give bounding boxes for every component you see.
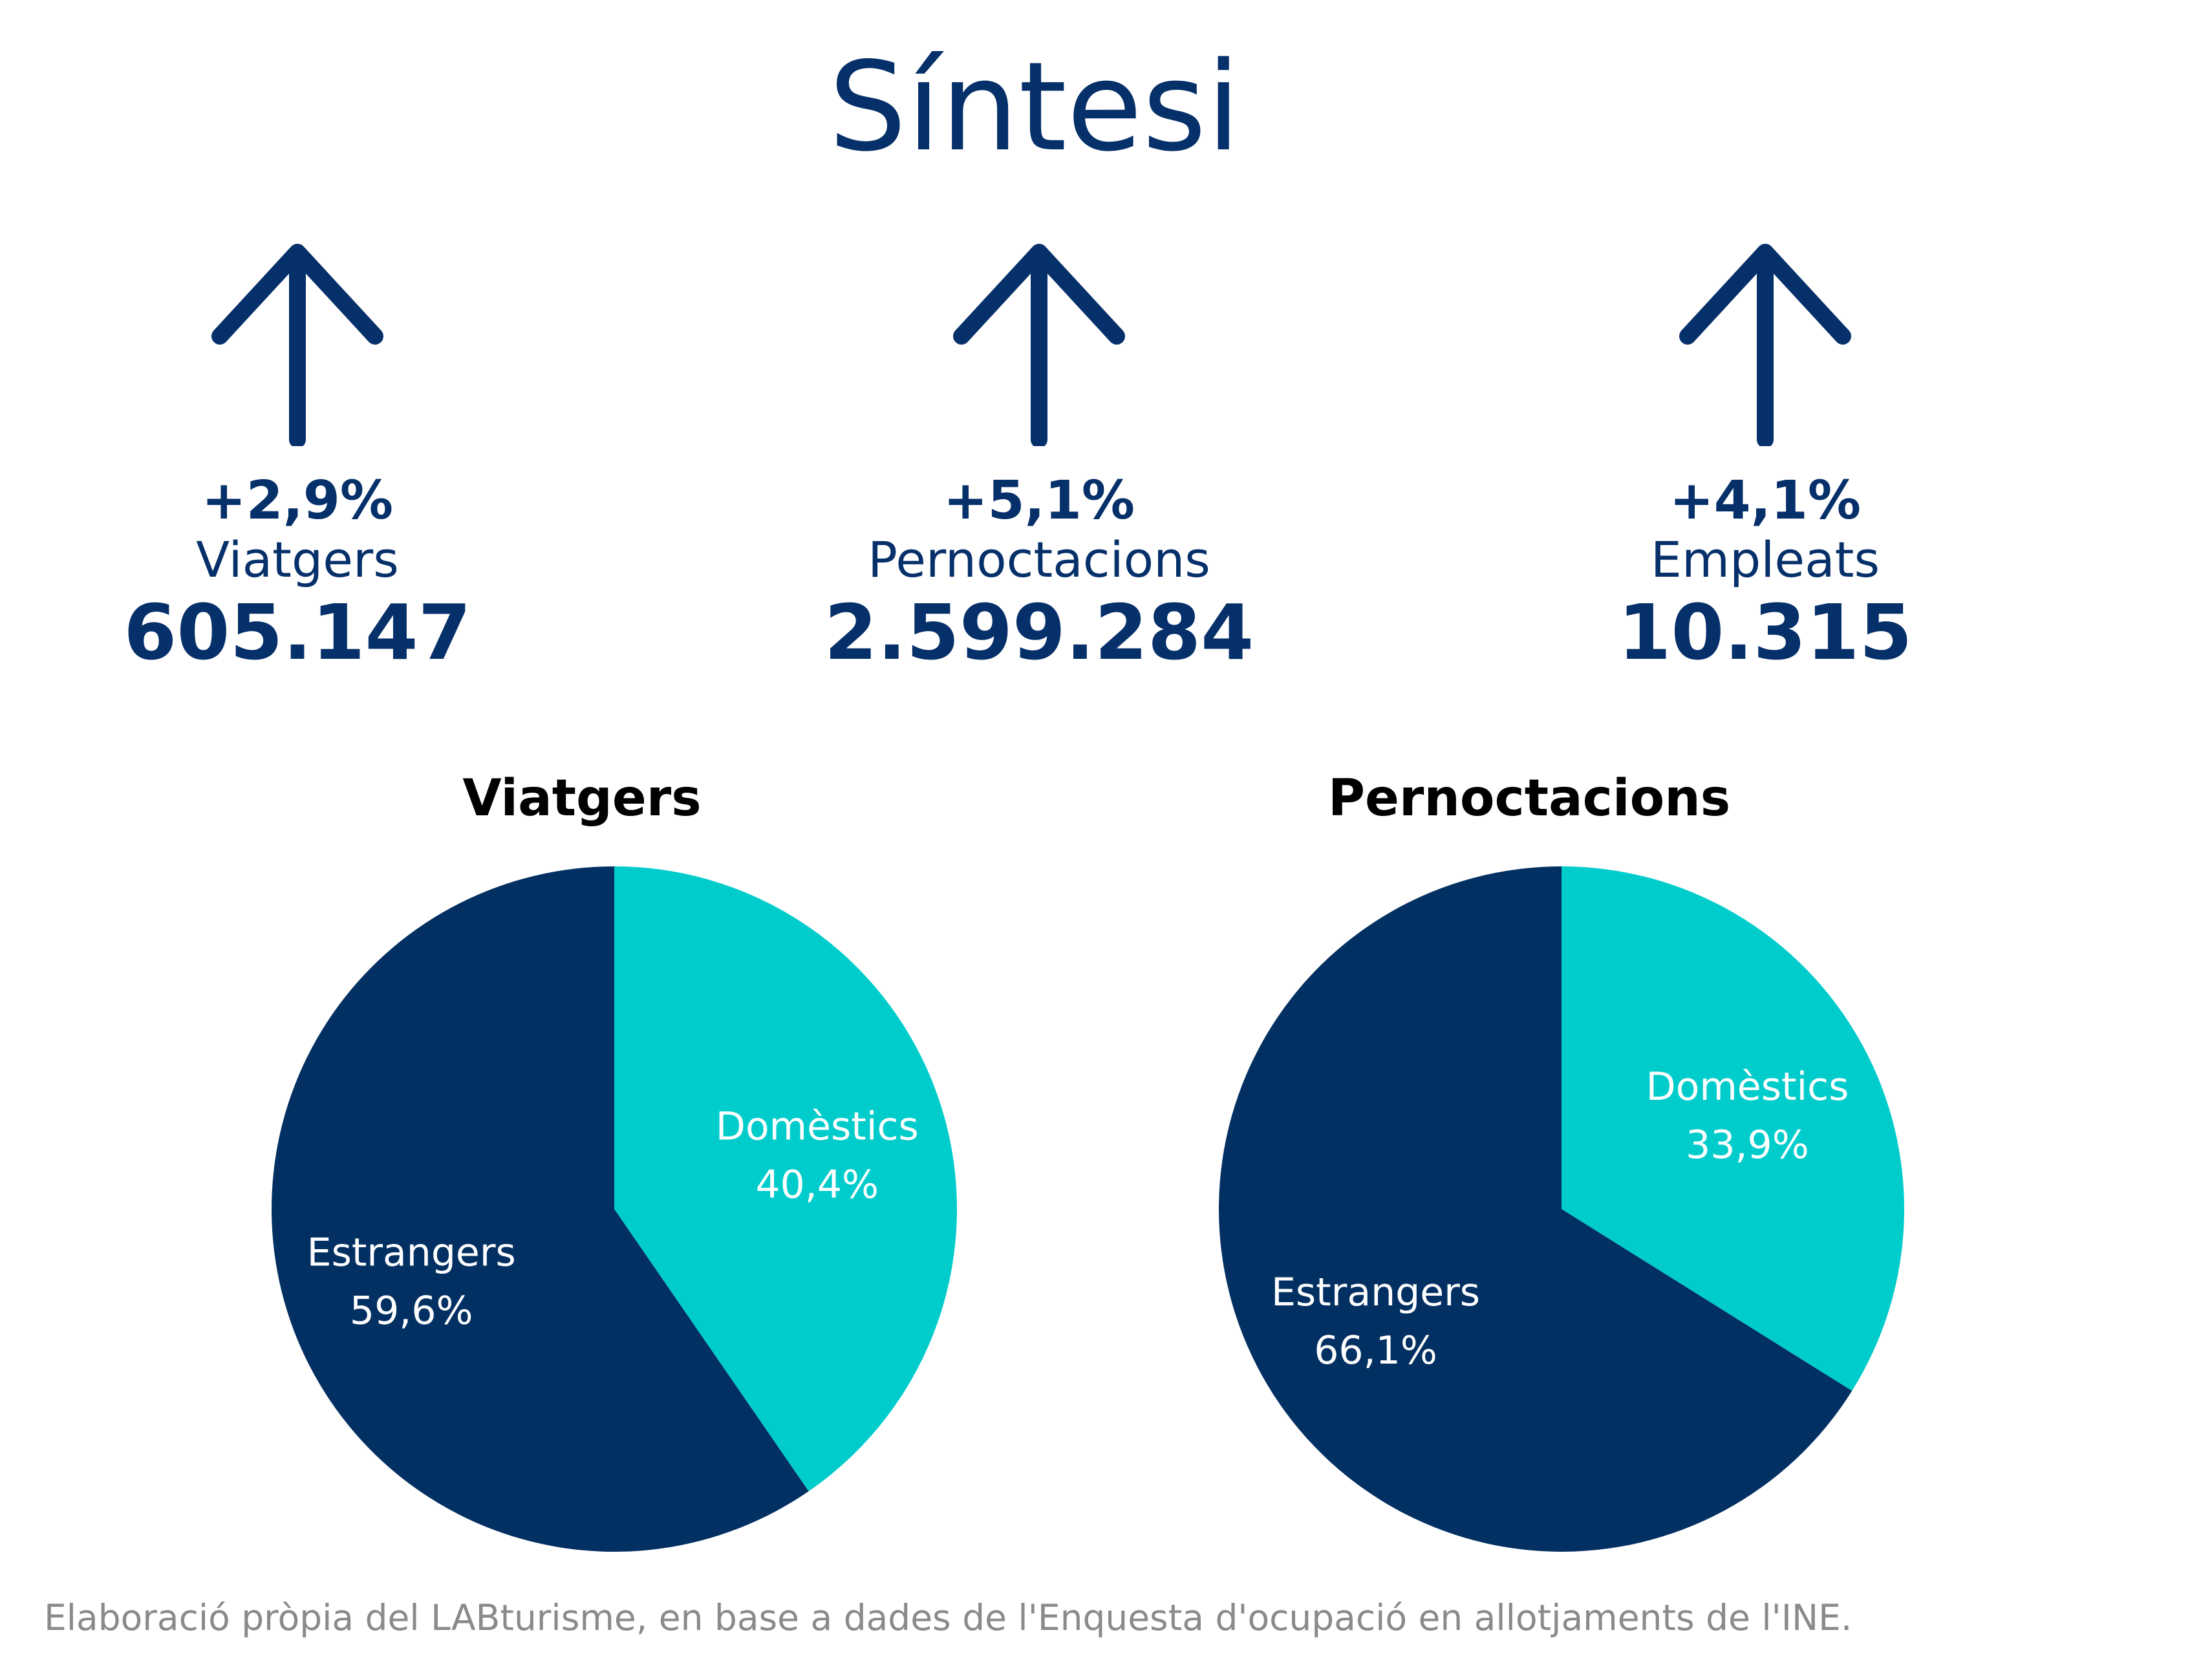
page-title: Síntesi	[828, 36, 1241, 178]
pie-slice-domèstics	[1562, 866, 1904, 1391]
pie-slice-domèstics	[614, 866, 957, 1492]
kpi-value: 10.315	[1618, 588, 1913, 678]
slice-value-label: 59,6%	[350, 1289, 473, 1334]
kpi-label: Pernoctacions	[868, 531, 1210, 589]
kpi-label: Viatgers	[196, 531, 399, 589]
slice-value-label: 33,9%	[1686, 1122, 1809, 1168]
source-note: Elaboració pròpia del LABturisme, en bas…	[44, 1597, 1852, 1638]
kpi-empleats: +4,1% Empleats 10.315	[1442, 239, 2089, 677]
kpi-change: +5,1%	[943, 470, 1135, 531]
slice-value-label: 40,4%	[755, 1162, 879, 1207]
kpi-pernoctacions: +5,1% Pernoctacions 2.599.284	[716, 239, 1362, 677]
slice-category-label: Domèstics	[1646, 1064, 1849, 1109]
slice-category-label: Estrangers	[1271, 1270, 1480, 1315]
pie-slice-estrangers	[272, 866, 809, 1552]
slice-category-label: Estrangers	[307, 1230, 516, 1276]
pie-slice-estrangers	[1218, 866, 1852, 1552]
slice-category-label: Domèstics	[716, 1104, 919, 1149]
kpi-value: 605.147	[123, 588, 471, 678]
arrow-up-icon	[211, 244, 383, 446]
kpi-label: Empleats	[1650, 531, 1880, 589]
kpi-viatgers: +2,9% Viatgers 605.147	[0, 239, 621, 677]
pie-chart-viatgers: Domèstics 40,4% Estrangers 59,6%	[272, 866, 957, 1552]
pie-title-pernoctacions: Pernoctacions	[1327, 769, 1731, 828]
pie-title-viatgers: Viatgers	[462, 769, 702, 828]
kpi-change: +2,9%	[201, 470, 394, 531]
arrow-up-icon	[953, 244, 1125, 446]
arrow-up-icon	[1679, 244, 1851, 446]
kpi-change: +4,1%	[1669, 470, 1862, 531]
slice-value-label: 66,1%	[1314, 1328, 1437, 1373]
kpi-value: 2.599.284	[824, 588, 1254, 678]
pie-chart-pernoctacions: Domèstics 33,9% Estrangers 66,1%	[1218, 866, 1904, 1552]
